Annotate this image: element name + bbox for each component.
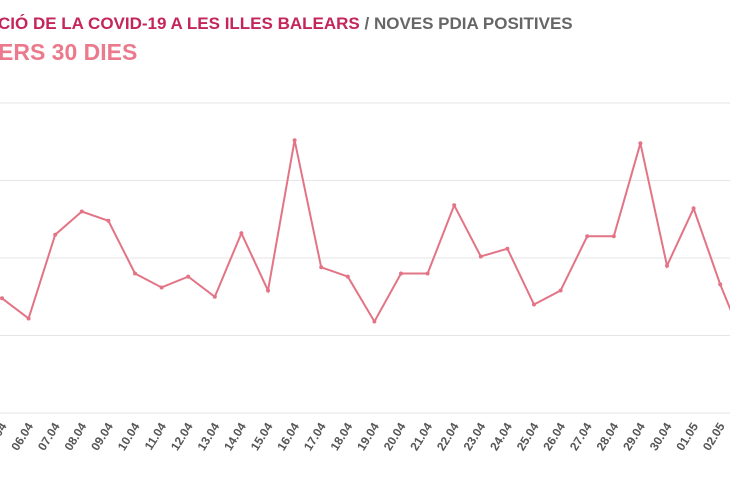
x-tick-label: 01.05 (673, 420, 701, 453)
x-tick-label: 17.04 (301, 420, 329, 453)
point (53, 232, 58, 237)
point (558, 288, 563, 293)
point (212, 294, 217, 299)
point (478, 254, 483, 259)
x-tick-label: 10.04 (115, 420, 143, 453)
point (399, 271, 403, 276)
x-tick-label: 28.04 (594, 420, 622, 453)
point (79, 209, 84, 214)
x-tick-label: 16.04 (274, 420, 302, 453)
point (133, 271, 137, 276)
chart-title: CIÓ DE LA COVID-19 A LES ILLES BALEARS /… (0, 14, 573, 33)
point (372, 319, 377, 324)
x-tick-label: 27.04 (567, 420, 595, 453)
point (718, 282, 723, 287)
x-tick-label: 24.04 (487, 420, 515, 453)
point (585, 234, 590, 239)
point (239, 231, 244, 236)
x-tick-label: 22.04 (434, 420, 462, 453)
point (425, 271, 430, 276)
x-tick-label: 05.04 (0, 420, 10, 453)
x-tick-label: 19.04 (354, 420, 382, 453)
point (186, 274, 191, 279)
title-suffix: / NOVES PDIA POSITIVES (365, 14, 573, 33)
line (1, 139, 730, 324)
point (266, 288, 270, 293)
x-tick-label: 13.04 (195, 420, 223, 453)
x-tick-label: 14.04 (221, 420, 249, 453)
title-main: CIÓ DE LA COVID-19 A LES ILLES BALEARS (0, 14, 360, 33)
point (345, 274, 350, 279)
x-tick-label: 21.04 (407, 420, 435, 453)
point (106, 218, 111, 223)
x-tick-label: 30.04 (647, 420, 675, 453)
x-tick-label: 12.04 (168, 420, 196, 453)
point (611, 234, 616, 239)
x-tick-label: 29.04 (620, 420, 648, 453)
point (638, 141, 643, 146)
point (532, 302, 536, 307)
x-tick-label: 11.04 (142, 420, 170, 453)
chart-subtitle: ERS 30 DIES (0, 39, 137, 65)
x-tick-label: 18.04 (328, 420, 356, 453)
x-tick-label: 02.05 (700, 420, 728, 453)
x-tick-label: 23.04 (461, 420, 489, 453)
x-tick-label: 15.04 (248, 420, 276, 453)
point (505, 246, 510, 251)
point (452, 203, 457, 208)
x-tick-label: 08.04 (62, 420, 90, 453)
point (665, 263, 669, 268)
x-tick-label: 03.05 (727, 420, 730, 453)
x-tick-label: 25.04 (514, 420, 542, 453)
point (691, 206, 696, 211)
x-tick-label: 20.04 (381, 420, 409, 453)
x-tick-label: 26.04 (540, 420, 568, 453)
x-tick-label: 06.04 (8, 420, 36, 453)
point (26, 316, 31, 321)
point (0, 296, 4, 301)
x-tick-label: 09.04 (88, 420, 116, 453)
x-tick-label: 07.04 (35, 420, 63, 453)
point (292, 138, 297, 143)
point (159, 285, 164, 290)
point (319, 265, 324, 270)
